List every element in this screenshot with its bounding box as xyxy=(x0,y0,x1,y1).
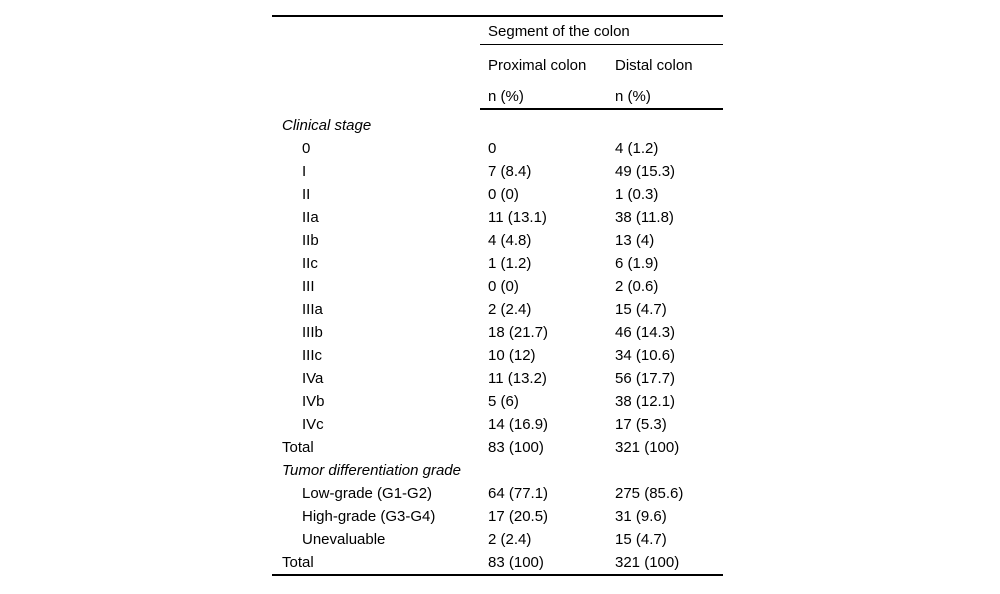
row-label: 0 xyxy=(302,140,311,157)
header-stub-cell xyxy=(272,54,480,77)
cell-proximal: 11 (13.1) xyxy=(488,209,547,226)
cell-proximal: 17 (20.5) xyxy=(488,508,549,525)
row-label: IIIb xyxy=(302,324,323,341)
table-row-item: IIa 11 (13.1) 38 (11.8) xyxy=(272,206,723,229)
cell-proximal: 18 (21.7) xyxy=(488,324,549,341)
column-header-distal: Distal colon xyxy=(615,57,693,74)
table-row-item: Low-grade (G1-G2) 64 (77.1) 275 (85.6) xyxy=(272,482,723,505)
row-label: IVa xyxy=(302,370,324,387)
table-row-total: Total 83 (100) 321 (100) xyxy=(272,436,723,459)
cell-proximal: 1 (1.2) xyxy=(488,255,532,272)
row-label: II xyxy=(302,186,311,203)
cell-distal xyxy=(607,114,723,137)
cell-distal: 38 (11.8) xyxy=(615,209,674,226)
table-row-item: Unevaluable 2 (2.4) 15 (4.7) xyxy=(272,528,723,551)
table-row-item: 0 0 4 (1.2) xyxy=(272,137,723,160)
row-label: Total xyxy=(282,439,314,456)
row-label: IVc xyxy=(302,416,324,433)
row-label: Total xyxy=(282,554,314,571)
cell-proximal: 5 (6) xyxy=(488,393,519,410)
table-bottom-rule xyxy=(272,574,723,576)
cell-proximal: 64 (77.1) xyxy=(488,485,549,502)
row-label: IIIa xyxy=(302,301,323,318)
header-stub-cell xyxy=(272,20,480,45)
table-row-item: III 0 (0) 2 (0.6) xyxy=(272,275,723,298)
row-label: Unevaluable xyxy=(302,531,386,548)
table-row-item: IVc 14 (16.9) 17 (5.3) xyxy=(272,413,723,436)
cell-distal: 13 (4) xyxy=(615,232,655,249)
column-subheader-proximal: n (%) xyxy=(488,88,524,105)
row-label: Clinical stage xyxy=(282,117,372,134)
column-header-proximal: Proximal colon xyxy=(488,57,587,74)
table-row-item: IIIa 2 (2.4) 15 (4.7) xyxy=(272,298,723,321)
cell-distal: 46 (14.3) xyxy=(615,324,676,341)
table-row-section-title: Tumor differentiation grade xyxy=(272,459,723,482)
table-top-rule xyxy=(272,15,723,17)
table-row-item: High-grade (G3-G4) 17 (20.5) 31 (9.6) xyxy=(272,505,723,528)
cell-distal: 15 (4.7) xyxy=(615,301,667,318)
table-row-item: IIb 4 (4.8) 13 (4) xyxy=(272,229,723,252)
row-label: IVb xyxy=(302,393,325,410)
cell-distal: 275 (85.6) xyxy=(615,485,684,502)
cell-distal: 321 (100) xyxy=(615,439,680,456)
row-label: I xyxy=(302,163,307,180)
table-header: Segment of the colon Proximal colon Dist… xyxy=(272,17,723,110)
cell-proximal xyxy=(480,114,607,137)
row-label: High-grade (G3-G4) xyxy=(302,508,436,525)
table-body: Clinical stage 0 0 4 (1.2) I 7 (8.4) 49 (15.3)… xyxy=(272,110,723,574)
cell-proximal: 83 (100) xyxy=(488,439,544,456)
cell-proximal: 4 (4.8) xyxy=(488,232,532,249)
cell-proximal: 0 (0) xyxy=(488,278,519,295)
cell-proximal: 2 (2.4) xyxy=(488,301,532,318)
table-row-item: IIc 1 (1.2) 6 (1.9) xyxy=(272,252,723,275)
cell-proximal xyxy=(480,459,607,482)
cell-proximal: 83 (100) xyxy=(488,554,544,571)
cell-distal: 17 (5.3) xyxy=(615,416,667,433)
row-label: Low-grade (G1-G2) xyxy=(302,485,433,502)
colon-segment-table: Segment of the colon Proximal colon Dist… xyxy=(272,15,723,576)
row-label: IIb xyxy=(302,232,319,249)
table-row-item: I 7 (8.4) 49 (15.3) xyxy=(272,160,723,183)
table-row-item: IVb 5 (6) 38 (12.1) xyxy=(272,390,723,413)
row-label: IIc xyxy=(302,255,318,272)
cell-distal: 38 (12.1) xyxy=(615,393,676,410)
cell-distal: 49 (15.3) xyxy=(615,163,676,180)
cell-proximal: 7 (8.4) xyxy=(488,163,532,180)
cell-distal: 31 (9.6) xyxy=(615,508,667,525)
header-stub-cell xyxy=(272,108,480,110)
cell-distal: 56 (17.7) xyxy=(615,370,676,387)
cell-distal: 6 (1.9) xyxy=(615,255,659,272)
cell-proximal: 0 (0) xyxy=(488,186,519,203)
row-label: III xyxy=(302,278,315,295)
cell-distal: 321 (100) xyxy=(615,554,680,571)
cell-distal: 15 (4.7) xyxy=(615,531,667,548)
cell-distal xyxy=(607,459,723,482)
table-row-item: IIIc 10 (12) 34 (10.6) xyxy=(272,344,723,367)
header-stub-cell xyxy=(272,85,480,108)
table-row-item: IVa 11 (13.2) 56 (17.7) xyxy=(272,367,723,390)
cell-proximal: 2 (2.4) xyxy=(488,531,532,548)
table-row-section-title: Clinical stage xyxy=(272,114,723,137)
table-row-item: II 0 (0) 1 (0.3) xyxy=(272,183,723,206)
column-subheader-distal: n (%) xyxy=(615,88,651,105)
cell-proximal: 0 xyxy=(488,140,497,157)
cell-proximal: 11 (13.2) xyxy=(488,370,547,387)
header-bottom-rule xyxy=(480,108,723,110)
row-label: Tumor differentiation grade xyxy=(282,462,461,479)
cell-distal: 34 (10.6) xyxy=(615,347,676,364)
table-row-item: IIIb 18 (21.7) 46 (14.3) xyxy=(272,321,723,344)
row-label: IIa xyxy=(302,209,319,226)
table-row-total: Total 83 (100) 321 (100) xyxy=(272,551,723,574)
cell-proximal: 14 (16.9) xyxy=(488,416,549,433)
cell-distal: 4 (1.2) xyxy=(615,140,659,157)
row-label: IIIc xyxy=(302,347,323,364)
column-group-header: Segment of the colon xyxy=(480,20,723,45)
cell-proximal: 10 (12) xyxy=(488,347,536,364)
cell-distal: 2 (0.6) xyxy=(615,278,659,295)
cell-distal: 1 (0.3) xyxy=(615,186,659,203)
